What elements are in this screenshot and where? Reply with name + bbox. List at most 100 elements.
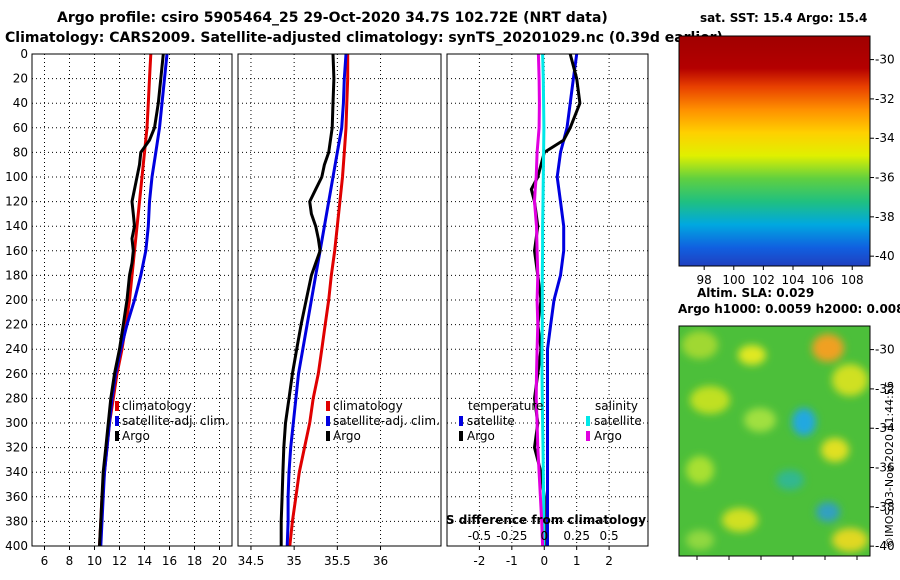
sst-map-title: sat. SST: 15.4 Argo: 15.4 <box>700 11 867 25</box>
map-y-tick-label: -32 <box>875 92 895 106</box>
map-x-tick-label: 106 <box>811 273 834 287</box>
diff-salinity-tick-label: -0.25 <box>496 529 527 543</box>
diff-x-tick-label: 1 <box>573 554 581 568</box>
temp-series-satellite-adj-clim- <box>99 53 169 547</box>
sla-map-blobs <box>682 331 868 552</box>
temperature-profile-panel: 6 8 10 12 14 16 18 2002040608010012014016018020… <box>5 47 233 568</box>
map-x-tick-label: 108 <box>841 273 864 287</box>
depth-tick-label: 40 <box>13 96 28 110</box>
diff-x-tick-label: 0 <box>540 554 548 568</box>
depth-tick-label: 160 <box>5 244 28 258</box>
depth-tick-label: 300 <box>5 416 28 430</box>
diff-legend-temp-swatch <box>459 416 463 426</box>
map-y-tick-label: -34 <box>875 131 895 145</box>
sla-map-title-line-1: Altim. SLA: 0.029 <box>697 286 814 300</box>
sal-frame <box>237 53 442 547</box>
depth-tick-label: 140 <box>5 219 28 233</box>
sal-x-tick-label: 35 <box>287 554 302 568</box>
map-y-tick-label: -40 <box>875 539 895 553</box>
sal-series-argo <box>279 53 336 546</box>
depth-tick-label: 120 <box>5 195 28 209</box>
sla-map-title-line-2: Argo h1000: 0.0059 h2000: 0.0083 <box>678 302 900 316</box>
temp-legend-label: climatology <box>122 399 192 413</box>
temp-legend-swatch <box>115 401 119 411</box>
diff-salinity-tick-label: -0.5 <box>468 529 491 543</box>
temp-legend-swatch <box>115 416 119 426</box>
header-line-1: Argo profile: csiro 5905464_25 29-Oct-20… <box>57 10 608 26</box>
diff-series-salinity-argo <box>533 53 545 547</box>
depth-tick-label: 0 <box>20 47 28 61</box>
depth-tick-label: 240 <box>5 342 28 356</box>
temp-x-tick-label: 14 <box>137 554 152 568</box>
map-y-tick-label: -30 <box>875 343 895 357</box>
temp-legend-label: satellite-adj. clim. <box>122 414 229 428</box>
sal-x-tick-label: 34.5 <box>238 554 265 568</box>
imos-credit: ©IMOS 03-Nov-2020 11:44:56 <box>883 381 896 548</box>
depth-tick-label: 320 <box>5 441 28 455</box>
diff-x-tick-label: 2 <box>605 554 613 568</box>
map-x-tick-label: 100 <box>722 273 745 287</box>
diff-frame <box>446 53 649 547</box>
sla-map-frame <box>678 325 871 557</box>
diff-salinity-tick-label: 0 <box>540 529 548 543</box>
depth-tick-label: 220 <box>5 318 28 332</box>
diff-legend-sal-label: satellite <box>594 414 642 428</box>
temp-x-tick-label: 6 <box>41 554 49 568</box>
map-y-tick-label: -34 <box>875 421 895 435</box>
depth-tick-label: 20 <box>13 72 28 86</box>
temp-frame <box>31 53 233 547</box>
map-y-tick-label: -38 <box>875 500 895 514</box>
sal-legend-swatch <box>326 431 330 441</box>
depth-tick-label: 180 <box>5 268 28 282</box>
sal-x-tick-label: 35.5 <box>324 554 351 568</box>
map-y-tick-label: -30 <box>875 53 895 67</box>
sal-legend-swatch <box>326 416 330 426</box>
temp-x-tick-label: 18 <box>187 554 202 568</box>
diff-salinity-tick-label: 0.5 <box>600 529 619 543</box>
diff-legend-sal-label: Argo <box>594 429 622 443</box>
temp-x-tick-label: 16 <box>162 554 177 568</box>
depth-tick-label: 400 <box>5 539 28 553</box>
temp-legend-label: Argo <box>122 429 150 443</box>
map-y-tick-label: -40 <box>875 249 895 263</box>
sal-x-tick-label: 36 <box>373 554 388 568</box>
depth-tick-label: 80 <box>13 145 28 159</box>
depth-tick-label: 260 <box>5 367 28 381</box>
temp-x-tick-label: 10 <box>87 554 102 568</box>
map-y-tick-label: -36 <box>875 461 895 475</box>
map-x-tick-label: 104 <box>782 273 805 287</box>
diff-legend-salinity-title: salinity <box>595 399 638 413</box>
temp-legend-swatch <box>115 431 119 441</box>
map-y-tick-label: -38 <box>875 210 895 224</box>
diff-x-tick-label: -1 <box>506 554 518 568</box>
sal-legend-swatch <box>326 401 330 411</box>
diff-xlabel: S difference from climatology <box>446 513 646 527</box>
temp-x-tick-label: 12 <box>112 554 127 568</box>
diff-legend-temp-label: satellite <box>467 414 515 428</box>
diff-salinity-tick-label: 0.25 <box>563 529 590 543</box>
diff-series-salinity-satellite <box>540 53 546 546</box>
diff-legend-sal-swatch <box>586 416 590 426</box>
diff-legend-temp-swatch <box>459 431 463 441</box>
map-y-tick-label: -32 <box>875 382 895 396</box>
diff-legend-sal-swatch <box>586 431 590 441</box>
diff-legend-temp-label: Argo <box>467 429 495 443</box>
depth-tick-label: 360 <box>5 490 28 504</box>
sal-legend-label: climatology <box>333 399 403 413</box>
map-x-tick-label: 98 <box>697 273 712 287</box>
sal-series-satellite-adj-clim- <box>285 53 348 547</box>
temp-series-argo <box>98 53 165 547</box>
sst-map-panel: sat. SST: 15.4 Argo: 15.4 -30 -32 -34 -36 -3… <box>678 11 895 287</box>
depth-tick-label: 280 <box>5 391 28 405</box>
temp-series-climatology <box>98 53 153 547</box>
depth-tick-label: 200 <box>5 293 28 307</box>
diff-legend-temperature-title: temperature <box>468 399 543 413</box>
sal-legend-label: satellite-adj. clim. <box>333 414 440 428</box>
depth-tick-label: 60 <box>13 121 28 135</box>
sst-map-image <box>678 35 871 267</box>
temp-x-tick-label: 20 <box>212 554 227 568</box>
sal-legend-label: Argo <box>333 429 361 443</box>
